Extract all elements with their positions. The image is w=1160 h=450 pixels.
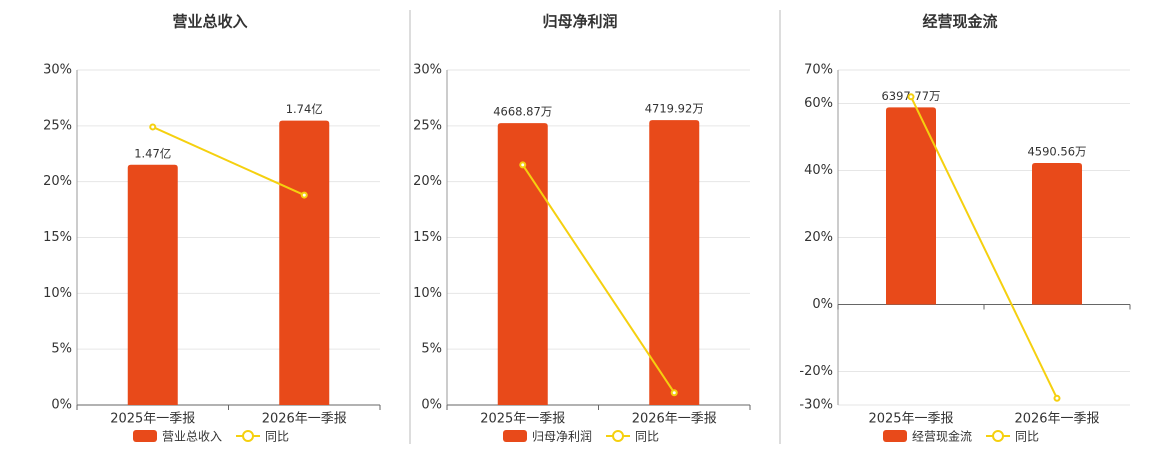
legend-swatch — [242, 430, 255, 442]
legend-label: 同比 — [635, 430, 659, 444]
line — [521, 164, 676, 394]
legend-item: 同比 — [606, 430, 659, 444]
legend-label: 归母净利润 — [532, 430, 592, 444]
y-tick-label: 0% — [812, 297, 833, 312]
x-tick-label: 2025年一季报 — [110, 412, 195, 427]
chart-title: 营业总收入 — [172, 13, 247, 31]
x-tick-label: 2026年一季报 — [632, 412, 717, 427]
legend-label: 同比 — [265, 430, 289, 444]
bar — [127, 164, 178, 405]
value-label: 1.47亿 — [134, 146, 171, 160]
line-point — [907, 93, 915, 101]
legend-label: 经营现金流 — [912, 429, 972, 444]
y-tick-label: 30% — [413, 63, 442, 78]
x-tick-label: 2025年一季报 — [480, 412, 565, 427]
y-tick-label: 10% — [413, 286, 442, 301]
x-tick-label: 2025年一季报 — [868, 412, 953, 427]
line — [910, 96, 1058, 399]
x-tick-label: 2026年一季报 — [262, 412, 347, 427]
legend-swatch — [612, 430, 625, 442]
chart-title: 归母净利润 — [542, 13, 617, 31]
y-tick-label: 0% — [421, 398, 442, 413]
legend-item: 营业总收入 — [133, 430, 222, 444]
bar — [1032, 163, 1082, 305]
y-tick-label: 60% — [804, 96, 833, 111]
bar — [886, 107, 936, 305]
legend-swatch — [133, 430, 157, 442]
y-tick-label: 10% — [43, 286, 72, 301]
chart-title: 经营现金流 — [922, 13, 997, 31]
y-tick-label: 20% — [413, 174, 442, 189]
legend-item: 经营现金流 — [883, 429, 972, 444]
y-tick-label: 25% — [413, 118, 442, 133]
legend-item: 归母净利润 — [503, 430, 592, 444]
y-tick-label: -20% — [799, 364, 833, 379]
y-tick-label: 5% — [421, 342, 442, 357]
line — [152, 126, 305, 196]
y-tick-label: 20% — [43, 174, 72, 189]
value-label: 4590.56万 — [1027, 145, 1086, 159]
y-tick-label: -30% — [799, 398, 833, 413]
line-point — [149, 123, 157, 131]
legend-label: 同比 — [1015, 430, 1039, 444]
legend-item: 同比 — [236, 430, 289, 444]
bar — [649, 120, 700, 405]
legend-swatch — [992, 430, 1005, 442]
y-tick-label: 40% — [804, 163, 833, 178]
line-point — [1053, 394, 1061, 402]
y-tick-label: 15% — [413, 230, 442, 245]
legend-label: 营业总收入 — [162, 430, 222, 444]
value-label: 4668.87万 — [493, 105, 552, 119]
x-tick-label: 2026年一季报 — [1014, 412, 1099, 427]
bar — [279, 120, 330, 405]
line-point — [670, 389, 678, 397]
legend-swatch — [883, 430, 907, 442]
value-label: 4719.92万 — [645, 102, 704, 116]
y-tick-label: 70% — [804, 63, 833, 78]
y-tick-label: 30% — [43, 63, 72, 78]
legend-swatch — [503, 430, 527, 442]
y-tick-label: 5% — [51, 342, 72, 357]
bar — [497, 123, 548, 405]
legend-item: 同比 — [986, 430, 1039, 444]
line-point — [300, 191, 308, 199]
y-tick-label: 20% — [804, 230, 833, 245]
line-point — [519, 161, 527, 169]
value-label: 1.74亿 — [286, 102, 323, 116]
y-tick-label: 0% — [51, 398, 72, 413]
y-tick-label: 25% — [43, 118, 72, 133]
y-tick-label: 15% — [43, 230, 72, 245]
